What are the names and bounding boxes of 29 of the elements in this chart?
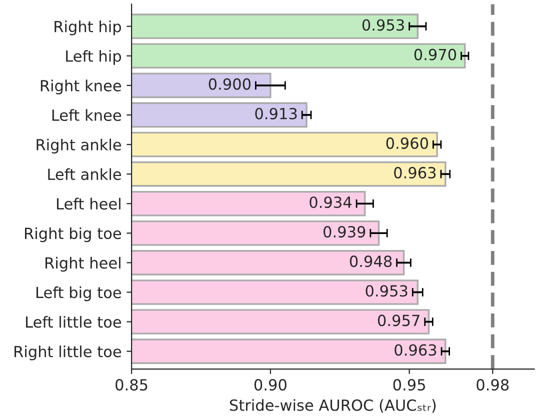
y-tick-label: Left little toe [26,316,122,328]
y-tick-label: Left heel [57,198,120,210]
x-tick-label: 0.95 [393,379,425,391]
x-axis-title: Stride-wise AUROC (AUCₛₜᵣ) [230,399,436,413]
y-tick-label: Left ankle [48,168,122,180]
y-tick-label: Right ankle [36,138,122,154]
data-label: 0.953 [362,19,404,31]
data-label: 0.934 [310,196,352,208]
y-tick-label: Right big toe [25,227,122,242]
x-tick-label: 0.85 [116,379,148,391]
x-tick-label: 0.98 [476,379,509,391]
y-tick-label: Left knee [52,109,122,121]
y-tick-label: Left hip [66,50,122,65]
y-tick-label: Left big toe [36,286,122,302]
data-label: 0.953 [366,285,408,297]
y-tick-label: Right hip [54,20,122,36]
data-label: 0.957 [378,314,420,326]
data-label: 0.960 [386,137,428,149]
data-label: 0.963 [394,166,436,178]
data-label: 0.913 [255,108,297,120]
y-tick-label: Right knee [40,80,122,94]
x-tick-label: 0.90 [254,379,286,391]
data-label: 0.939 [324,226,366,238]
data-label: 0.900 [208,78,251,90]
data-label: 0.963 [394,344,436,356]
y-tick-label: Right little toe [14,346,122,360]
data-label: 0.970 [414,48,456,60]
data-label: 0.948 [350,256,392,268]
y-tick-label: Right heel [46,256,120,272]
